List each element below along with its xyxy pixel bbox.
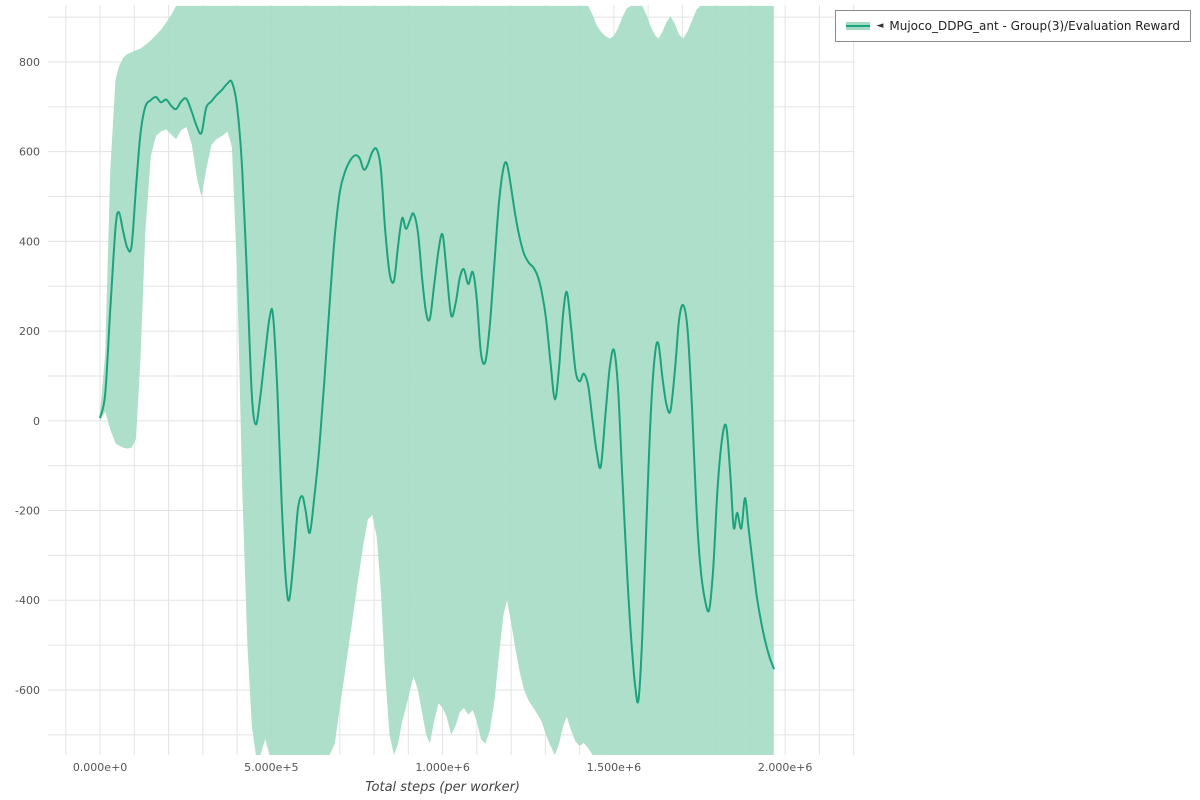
legend-collapse-icon[interactable]: ◄ — [876, 20, 884, 31]
y-tick-label: -200 — [15, 505, 40, 518]
legend[interactable]: ◄ Mujoco_DDPG_ant - Group(3)/Evaluation … — [835, 10, 1191, 42]
y-tick-label: 200 — [19, 325, 40, 338]
x-tick-label: 1.500e+6 — [587, 761, 641, 774]
y-tick-label: 800 — [19, 56, 40, 69]
legend-label: Mujoco_DDPG_ant - Group(3)/Evaluation Re… — [889, 19, 1180, 33]
legend-swatch-icon — [846, 22, 871, 30]
confidence-band — [100, 5, 774, 755]
y-tick-label: 0 — [33, 415, 40, 428]
x-tick-label: 2.000e+6 — [758, 761, 812, 774]
y-tick-label: 600 — [19, 146, 40, 159]
x-tick-label: 1.000e+6 — [415, 761, 469, 774]
y-tick-label: -600 — [15, 684, 40, 697]
mean-line — [99, 79, 775, 704]
y-tick-label: 400 — [19, 235, 40, 248]
x-axis-title: Total steps (per worker) — [365, 780, 520, 795]
x-tick-label: 5.000e+5 — [244, 761, 298, 774]
y-tick-label: -400 — [15, 594, 40, 607]
x-tick-label: 0.000e+0 — [73, 761, 127, 774]
